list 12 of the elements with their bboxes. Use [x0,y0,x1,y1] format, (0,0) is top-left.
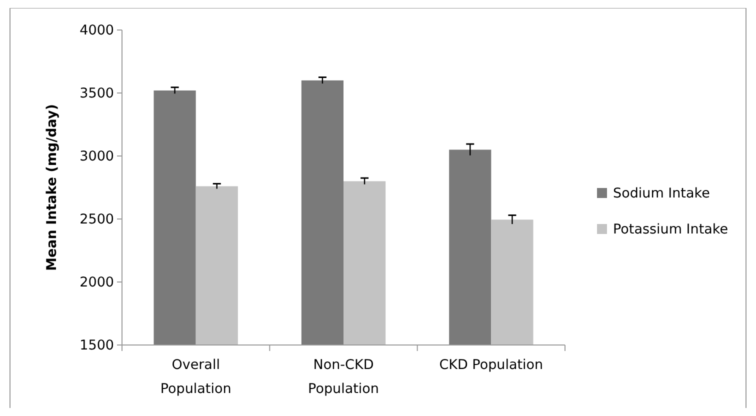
legend-label: Potassium Intake [613,222,728,238]
x-tick-label: Non-CKD Population [308,357,379,397]
y-tick-label: 2000 [80,274,114,291]
y-tick-label: 3500 [80,86,114,102]
x-tick-label: CKD Population [439,357,544,373]
x-tick-label: Overall Population [160,357,232,397]
y-tick-label: 2500 [80,212,114,228]
legend-label: Sodium Intake [613,186,710,202]
y-tick-label: 3000 [80,148,114,165]
y-tick-label: 1500 [80,338,114,354]
y-tick-label: 4000 [80,22,114,39]
y-axis-title: Mean Intake (mg/day) [44,104,60,271]
